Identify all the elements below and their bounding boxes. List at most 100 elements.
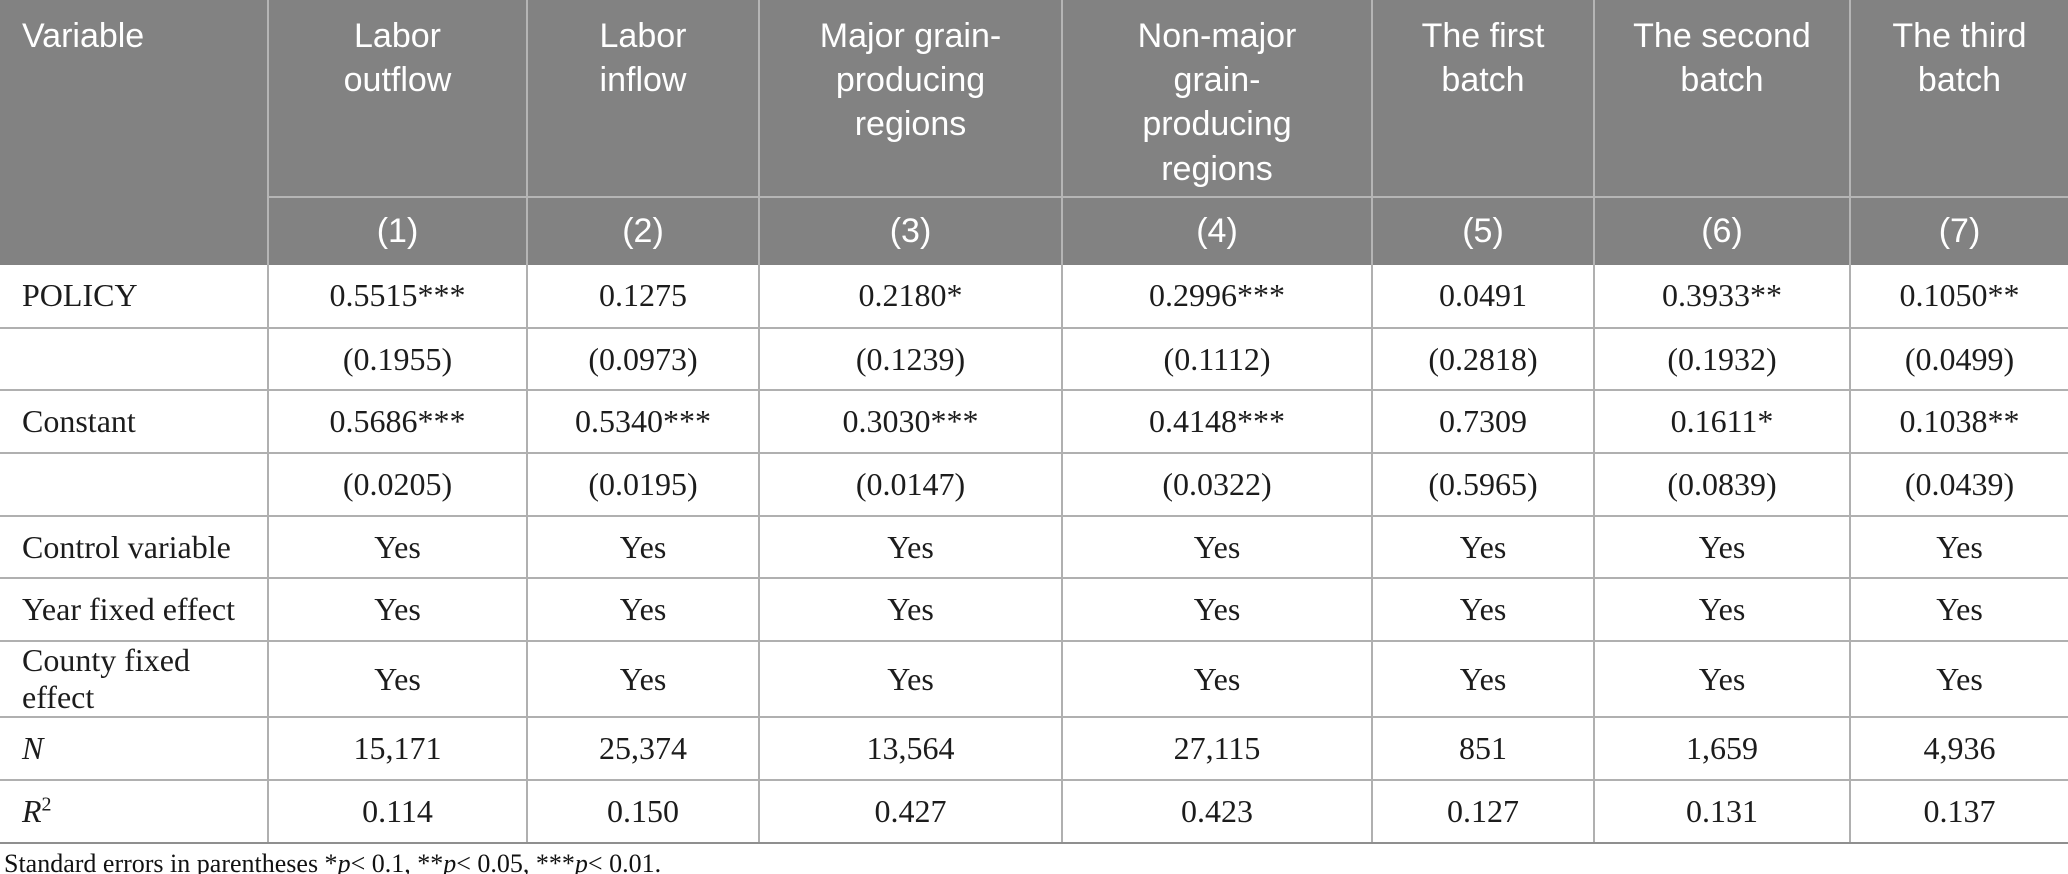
cell-value: 0.427 [758,778,1062,844]
column-header-third-batch: The third batch [1849,0,2068,197]
cell-value: 0.137 [1849,778,2068,844]
cell-value: 1,659 [1593,716,1850,780]
cell-value: 0.3933** [1593,265,1850,328]
column-number-2: (2) [526,196,759,265]
cell-value: 25,374 [526,716,759,780]
cell-value: (0.1955) [267,326,527,391]
column-number-3: (3) [758,196,1062,265]
row-label: POLICY [0,265,268,328]
cell-value: (0.0499) [1849,326,2068,391]
cell-value: Yes [1849,577,2068,642]
row-label: Year fixed effect [0,577,268,642]
footnote-text: Standard errors in parentheses * [4,849,338,874]
regression-results-table: Variable Labor outflow Labor inflow Majo… [0,0,2068,844]
cell-value: Yes [1371,514,1594,579]
cell-value: (0.0205) [267,452,527,516]
table-header: Variable Labor outflow Labor inflow Majo… [0,0,2068,265]
cell-value: 13,564 [758,716,1062,780]
cell-value: 0.7309 [1371,389,1594,454]
cell-value: 0.1275 [526,265,759,328]
cell-value: 0.423 [1061,778,1372,844]
cell-value: Yes [1061,577,1372,642]
cell-value: Yes [1371,577,1594,642]
cell-value: (0.1239) [758,326,1062,391]
footnote-text: < 0.01. [587,849,662,874]
cell-value: Yes [1593,577,1850,642]
footnote-text: < 0.05, *** [456,849,575,874]
cell-value: Yes [526,640,759,718]
table-row-constant-se: (0.0205) (0.0195) (0.0147) (0.0322) (0.5… [0,452,2068,516]
cell-value: Yes [1849,514,2068,579]
cell-value: (0.1932) [1593,326,1850,391]
cell-value: 27,115 [1061,716,1372,780]
column-header-labor-outflow: Labor outflow [267,0,527,197]
cell-value: Yes [758,577,1062,642]
row-label: R2 [0,778,268,844]
table-row-policy: POLICY 0.5515*** 0.1275 0.2180* 0.2996**… [0,265,2068,328]
cell-value: (0.0147) [758,452,1062,516]
r-squared-base: R [22,792,42,829]
footnote: Standard errors in parentheses * p < 0.1,… [0,844,2068,874]
table-row-county-fixed-effect: County fixed effect Yes Yes Yes Yes Yes … [0,640,2068,718]
cell-value: Yes [1593,640,1850,718]
cell-value: (0.1112) [1061,326,1372,391]
cell-value: 0.2996*** [1061,265,1372,328]
table-row-policy-se: (0.1955) (0.0973) (0.1239) (0.1112) (0.2… [0,326,2068,391]
footnote-p-italic: p [574,849,588,874]
cell-value: Yes [1061,640,1372,718]
row-label [0,326,268,391]
cell-value: 0.131 [1593,778,1850,844]
cell-value: 0.127 [1371,778,1594,844]
column-number-5: (5) [1371,196,1594,265]
cell-value: 15,171 [267,716,527,780]
header-row-model-numbers: (1) (2) (3) (4) (5) (6) (7) [0,196,2068,265]
cell-value: Yes [526,577,759,642]
cell-value: Yes [1849,640,2068,718]
cell-value: 0.3030*** [758,389,1062,454]
column-header-labor-inflow: Labor inflow [526,0,759,197]
footnote-text: < 0.1, ** [350,849,444,874]
cell-value: 0.1050** [1849,265,2068,328]
row-label: County fixed effect [0,640,268,718]
column-number-7: (7) [1849,196,2068,265]
column-header-non-major-grain-producing-regions: Non-major grain- producing regions [1061,0,1372,197]
cell-value: 0.114 [267,778,527,844]
column-header-first-batch: The first batch [1371,0,1594,197]
cell-value: 0.5515*** [267,265,527,328]
cell-value: Yes [1061,514,1372,579]
row-label: N [0,716,268,780]
cell-value: 4,936 [1849,716,2068,780]
cell-value: (0.0322) [1061,452,1372,516]
table-row-r-squared: R2 0.114 0.150 0.427 0.423 0.127 0.131 0… [0,778,2068,844]
cell-value: 0.0491 [1371,265,1594,328]
column-number-1: (1) [267,196,527,265]
row-label [0,452,268,516]
footnote-p-italic: p [443,849,457,874]
n-label: N [22,729,44,766]
cell-value: 0.5686*** [267,389,527,454]
cell-value: (0.0973) [526,326,759,391]
cell-value: Yes [758,514,1062,579]
table-row-year-fixed-effect: Year fixed effect Yes Yes Yes Yes Yes Ye… [0,577,2068,642]
cell-value: 851 [1371,716,1594,780]
cell-value: (0.5965) [1371,452,1594,516]
cell-value: (0.0439) [1849,452,2068,516]
row-label: Constant [0,389,268,454]
column-header-variable: Variable [0,0,268,265]
table-body: POLICY 0.5515*** 0.1275 0.2180* 0.2996**… [0,265,2068,844]
table-row-constant: Constant 0.5686*** 0.5340*** 0.3030*** 0… [0,389,2068,454]
cell-value: Yes [267,514,527,579]
column-number-4: (4) [1061,196,1372,265]
cell-value: (0.2818) [1371,326,1594,391]
cell-value: 0.4148*** [1061,389,1372,454]
cell-value: Yes [267,577,527,642]
cell-value: Yes [526,514,759,579]
header-row-groups: Variable Labor outflow Labor inflow Majo… [0,0,2068,265]
column-header-major-grain-producing-regions: Major grain- producing regions [758,0,1062,197]
column-number-6: (6) [1593,196,1850,265]
cell-value: Yes [267,640,527,718]
cell-value: 0.1038** [1849,389,2068,454]
cell-value: 0.5340*** [526,389,759,454]
column-header-second-batch: The second batch [1593,0,1850,197]
